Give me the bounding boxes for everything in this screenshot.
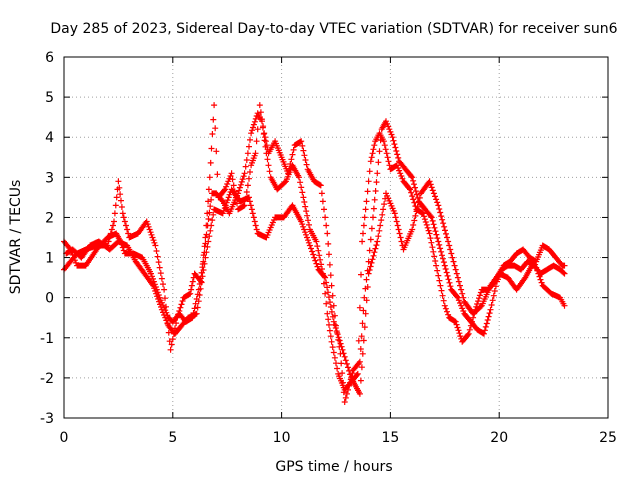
x-tick-label: 0 (60, 430, 69, 446)
y-tick-label: 1 (45, 251, 54, 267)
y-tick-label: -3 (40, 411, 54, 427)
chart-title: Day 285 of 2023, Sidereal Day-to-day VTE… (50, 21, 617, 37)
x-axis-label: GPS time / hours (275, 459, 392, 475)
y-tick-label: 0 (45, 291, 54, 307)
plot-frame (63, 56, 609, 419)
x-tick-label: 25 (599, 430, 617, 446)
series-markers (63, 178, 568, 397)
y-tick-label: 6 (45, 50, 54, 66)
y-tick-label: 4 (45, 130, 54, 146)
y-axis-label: SDTVAR / TECUs (8, 180, 24, 295)
axis-ticks: -3 -2 -1 0 1 2 3 4 5 6 0 5 10 15 20 25 (40, 50, 617, 446)
y-tick-label: -2 (40, 371, 54, 387)
x-tick-label: 15 (381, 430, 399, 446)
y-tick-label: 3 (45, 170, 54, 186)
x-tick-label: 5 (168, 430, 177, 446)
y-tick-label: 2 (45, 210, 54, 226)
x-tick-label: 10 (273, 430, 291, 446)
x-tick-label: 20 (490, 430, 508, 446)
series-track-c (63, 178, 568, 397)
data-series (61, 102, 568, 405)
y-tick-label: -1 (40, 331, 54, 347)
y-tick-label: 5 (45, 90, 54, 106)
